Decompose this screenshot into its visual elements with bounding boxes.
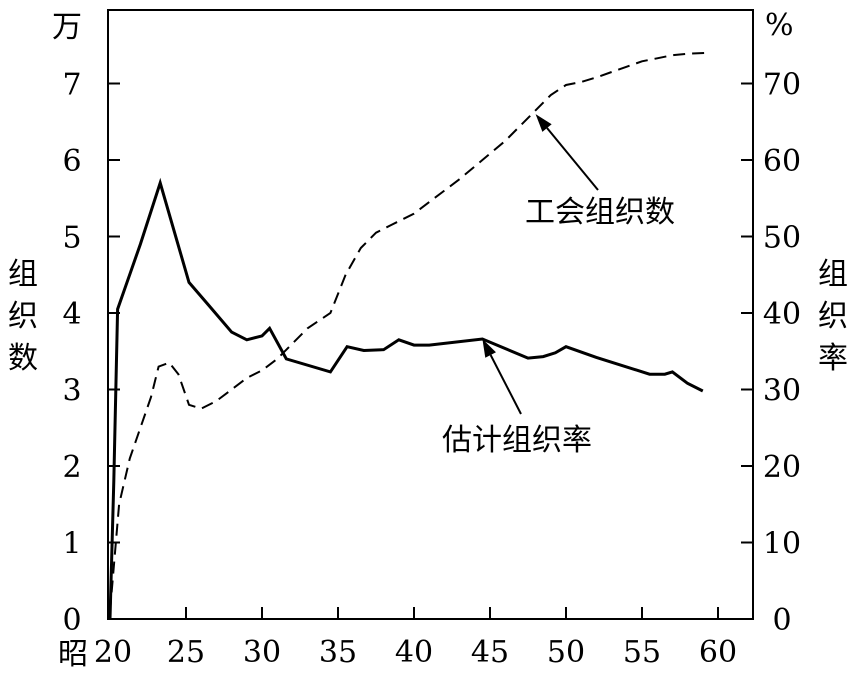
left-tick-label: 0 [62, 603, 81, 638]
x-tick-label: 55 [623, 635, 661, 670]
x-axis-ticks: 20 25 30 35 40 45 50 55 60 [94, 607, 737, 670]
right-axis-label-char-1: 组 [818, 257, 848, 292]
left-tick-label: 7 [62, 68, 81, 103]
right-axis-label-char-2: 织 [818, 299, 848, 334]
left-tick-label: 2 [62, 450, 81, 485]
annotation-arrow-union-count [546, 127, 599, 191]
annotation-arrowhead-organization-rate [482, 339, 496, 358]
right-tick-label: 20 [763, 450, 801, 485]
x-tick-label: 45 [471, 635, 509, 670]
x-tick-label: 25 [167, 635, 205, 670]
annotation-union-count: 工会组织数 [525, 195, 675, 230]
right-tick-label: 70 [763, 68, 801, 103]
right-tick-label: 30 [763, 374, 801, 409]
x-tick-label: 20 [94, 635, 132, 670]
left-axis-label-char-2: 织 [8, 299, 38, 334]
annotation-arrow-organization-rate [489, 354, 522, 415]
left-axis-label-char-1: 组 [8, 257, 38, 292]
left-tick-label: 4 [62, 297, 81, 332]
x-tick-label: 60 [699, 635, 737, 670]
right-tick-label: 50 [763, 221, 801, 256]
right-tick-label: 10 [763, 527, 801, 562]
left-axis-label-char-3: 数 [8, 341, 38, 376]
x-tick-label: 35 [319, 635, 357, 670]
x-tick-label: 30 [243, 635, 281, 670]
right-axis-unit: % [765, 8, 794, 43]
left-tick-label: 6 [62, 144, 81, 179]
right-tick-label: 40 [763, 297, 801, 332]
x-axis-era-label: 昭 [58, 637, 88, 672]
annotation-organization-rate: 估计组织率 [442, 423, 592, 458]
right-axis-label-char-3: 率 [818, 341, 848, 376]
right-tick-label: 60 [763, 144, 801, 179]
left-axis-unit: 万 [52, 10, 82, 45]
left-axis-ticks: 0 1 2 3 4 5 6 7 [62, 68, 120, 638]
x-tick-label: 40 [395, 635, 433, 670]
x-tick-label: 50 [547, 635, 585, 670]
right-axis-ticks: 0 10 20 30 40 50 60 70 [741, 68, 801, 638]
series-line-organization-rate [108, 177, 704, 620]
left-tick-label: 1 [62, 527, 81, 562]
left-tick-label: 3 [62, 374, 81, 409]
series-line-union-count [109, 51, 708, 612]
left-tick-label: 5 [62, 221, 81, 256]
right-tick-label: 0 [772, 603, 791, 638]
annotation-arrowhead-union-count [535, 114, 552, 132]
plot-frame [107, 9, 754, 620]
